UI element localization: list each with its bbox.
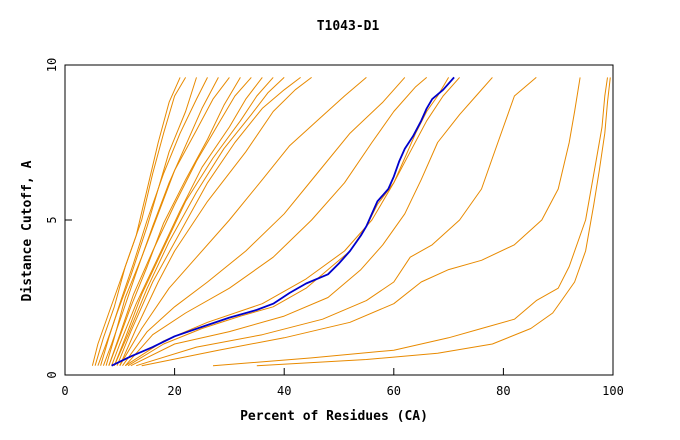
x-tick-label: 40 [277,384,291,398]
x-axis: 0 20 40 60 80 100 [61,368,624,398]
series-line-19 [130,77,493,367]
series-line-6 [105,77,230,366]
y-tick-label: 0 [45,371,59,378]
series-line-20 [136,77,537,367]
x-tick-label: 60 [387,384,401,398]
series-line-23 [256,77,611,367]
series-line-4 [100,77,208,366]
series-line-21 [141,77,581,367]
y-tick-label: 10 [45,58,59,72]
x-tick-label: 100 [602,384,624,398]
series-line-11 [113,77,285,366]
x-tick-label: 80 [496,384,510,398]
highlight-series-line [111,76,455,367]
series-line-8 [108,77,252,366]
series-line-15 [122,77,406,366]
series-line-22 [212,77,608,367]
series-line-16 [124,77,428,367]
series-line-14 [119,77,367,366]
plot-area: 0 20 40 60 80 100 0 5 10 [45,58,624,398]
series-line-13 [119,77,312,366]
x-tick-label: 0 [61,384,68,398]
series-line-17 [125,77,460,367]
y-axis: 0 5 10 [45,58,72,379]
y-axis-label: Distance Cutoff, A [20,160,35,301]
series-layer [91,76,611,367]
x-tick-label: 20 [167,384,181,398]
series-line-10 [113,77,274,366]
series-line-9 [111,77,263,366]
series-line-7 [108,77,241,366]
x-axis-label: Percent of Residues (CA) [240,409,428,424]
series-line-12 [116,77,301,366]
y-tick-label: 5 [45,216,59,223]
series-line-2 [94,77,187,366]
chart-title: T1043-D1 [317,19,380,34]
